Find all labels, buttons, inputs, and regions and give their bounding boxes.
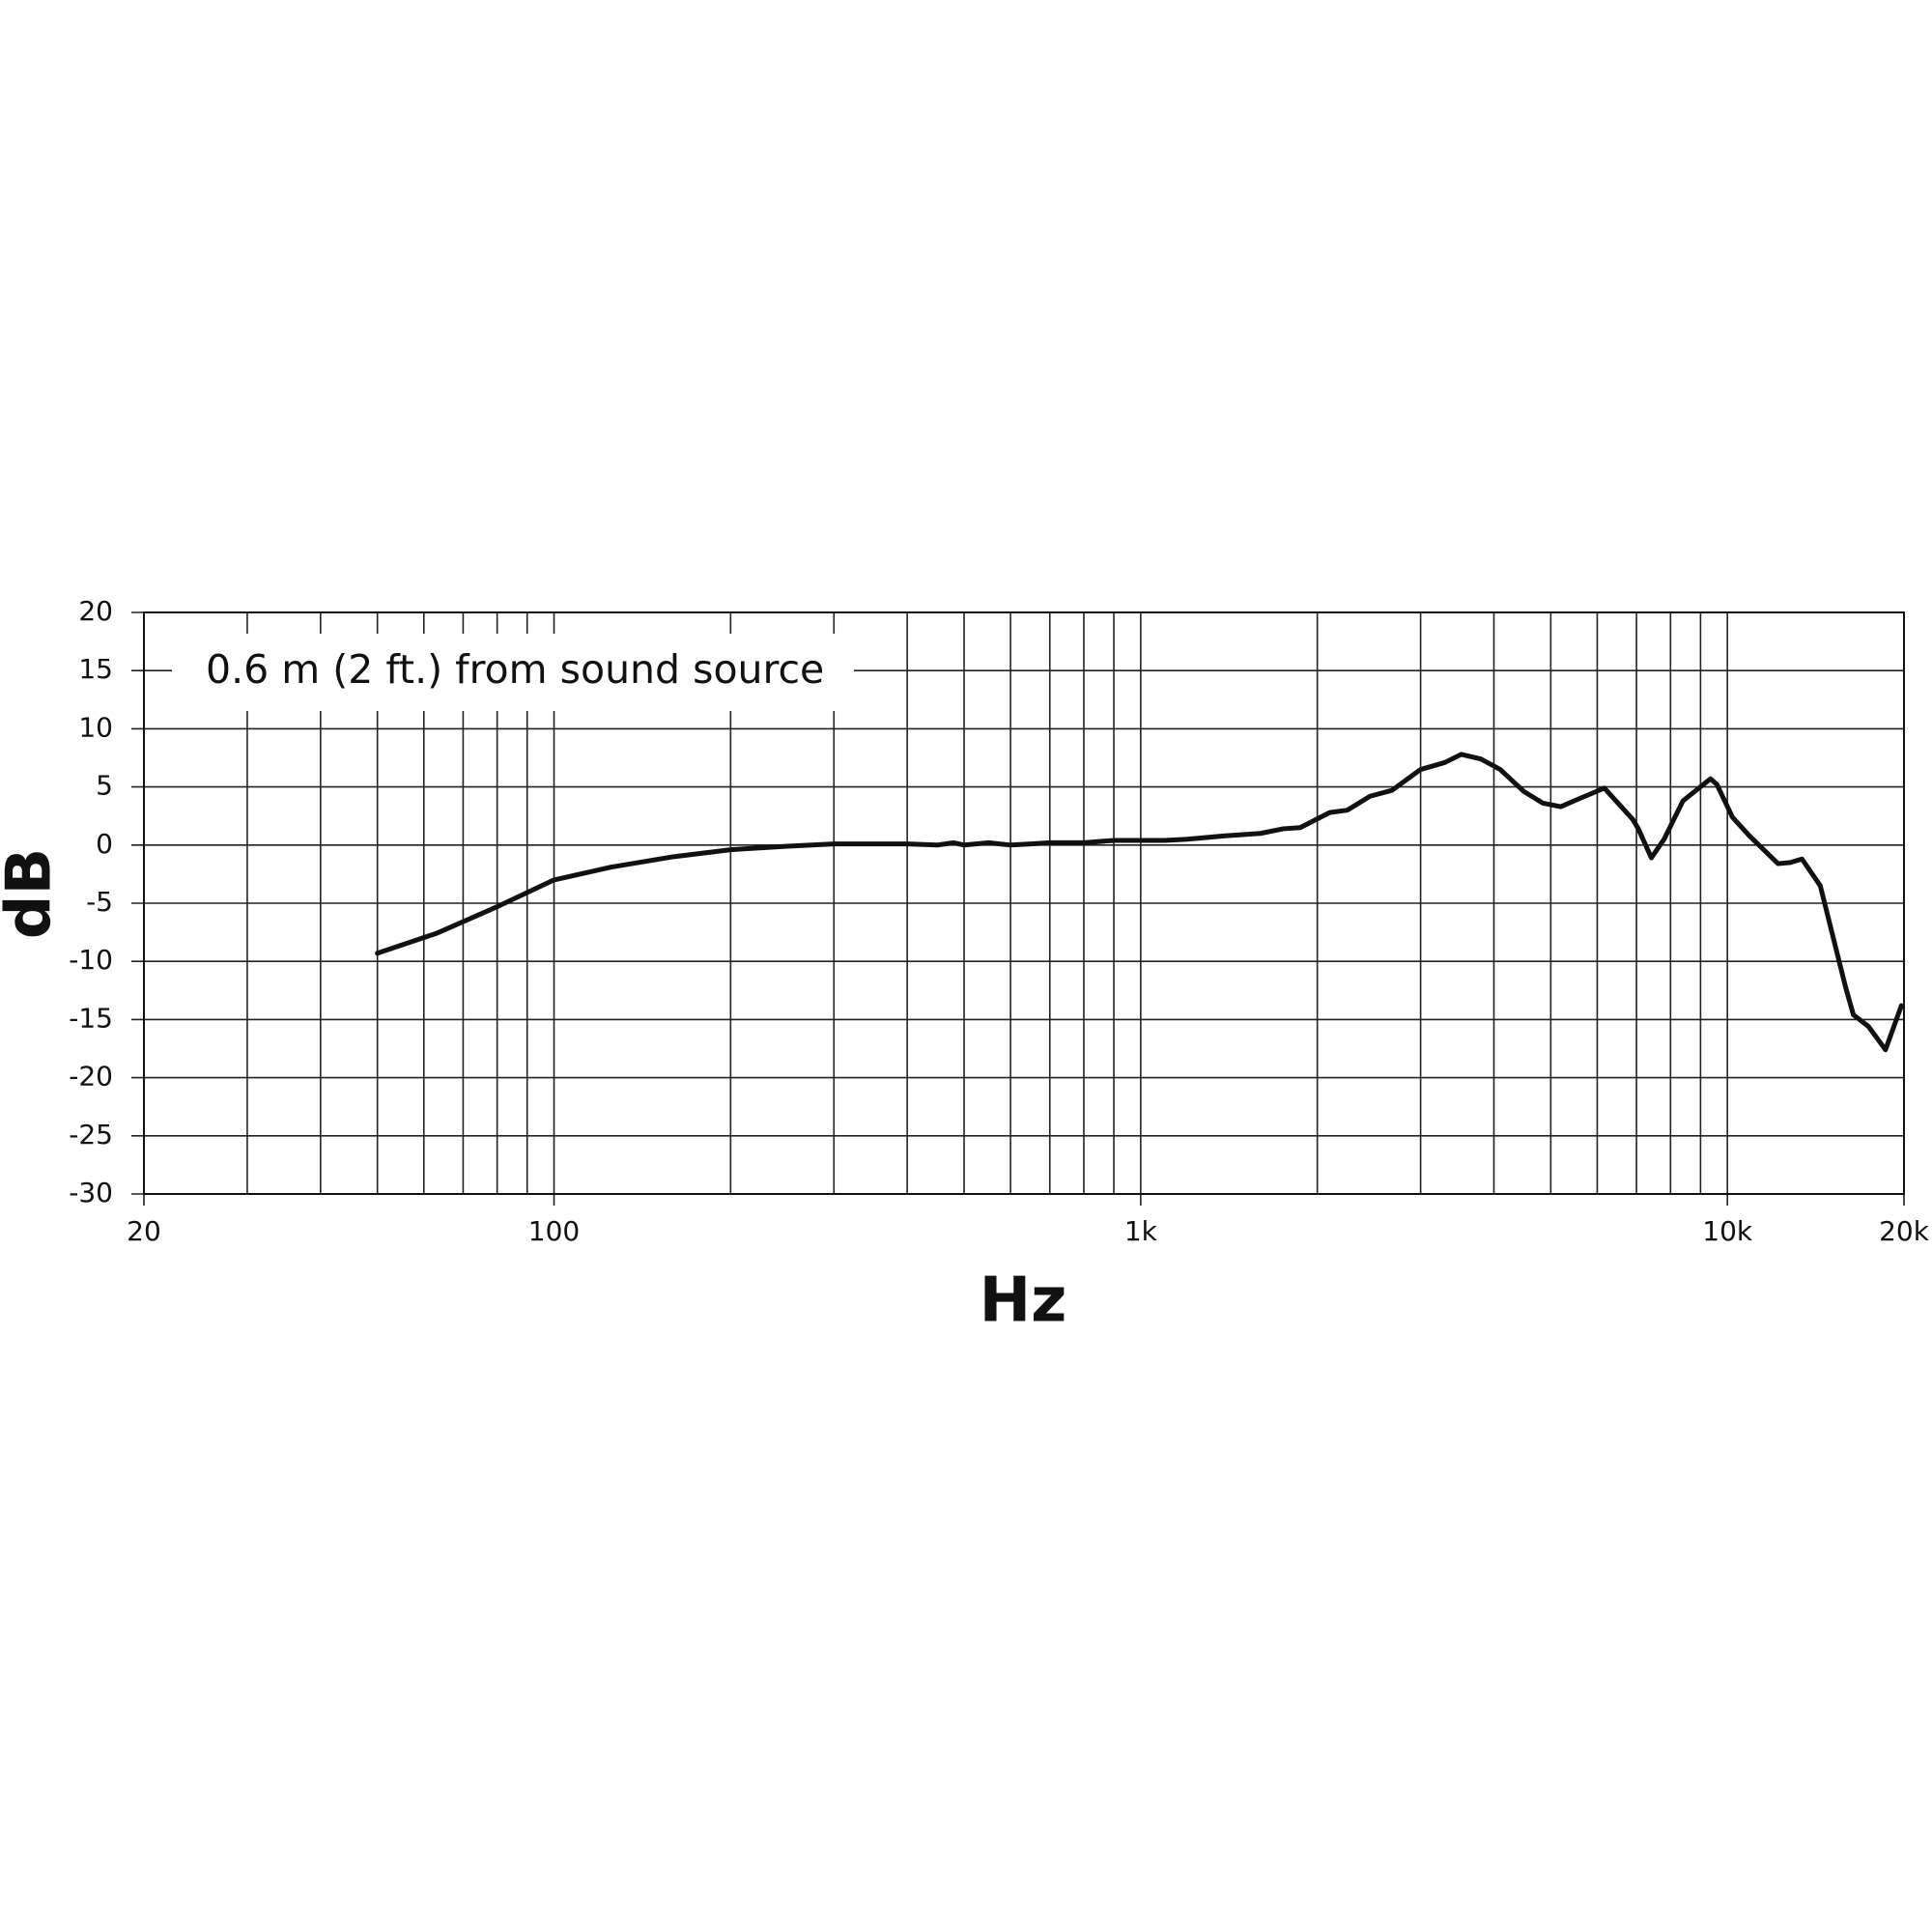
annotation-box (172, 634, 854, 711)
x-tick-label: 10k (1702, 1215, 1753, 1247)
y-tick-label: 5 (96, 770, 113, 802)
y-tick-label: -25 (69, 1119, 113, 1151)
y-tick-label: -5 (86, 886, 113, 918)
y-tick-label: -20 (69, 1061, 113, 1093)
response-curve (375, 752, 1904, 1053)
x-tick-label: 20k (1879, 1215, 1930, 1247)
y-tick-label: 20 (78, 595, 113, 627)
plot-border (143, 611, 1905, 1195)
y-tick-label: -15 (69, 1002, 113, 1034)
x-tick-label: 20 (127, 1215, 161, 1247)
y-tick-label: 10 (78, 711, 113, 743)
y-tick-label: 0 (96, 828, 113, 860)
annotation: 0.6 m (2 ft.) from sound source (206, 646, 824, 693)
y-tick-label: 15 (78, 653, 113, 685)
y-tick-label: -30 (69, 1177, 113, 1208)
x-tick-label: 1k (1124, 1215, 1158, 1247)
y-tick-label: -10 (69, 944, 113, 976)
x-tick-label: 100 (528, 1215, 580, 1247)
y-axis-label: dB (0, 848, 66, 940)
x-axis-label: Hz (980, 1265, 1067, 1337)
